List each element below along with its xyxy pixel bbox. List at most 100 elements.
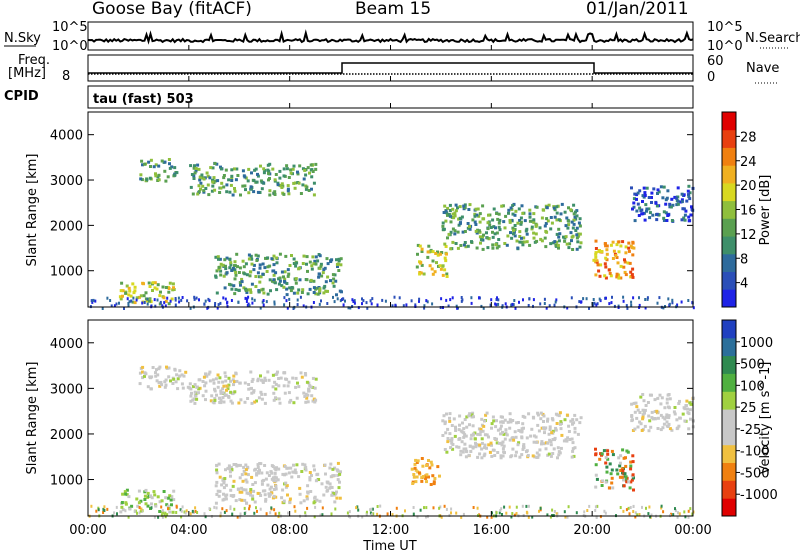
velocity-echo-pixel [594, 473, 598, 477]
velocity-echo-pixel [197, 391, 200, 395]
velocity-echo-pixel [425, 506, 428, 510]
velocity-echo-pixel [238, 476, 242, 480]
velocity-echo-pixel [255, 399, 258, 403]
velocity-echo-pixel [501, 454, 505, 458]
velocity-echo-pixel [634, 515, 637, 519]
power-echo-pixel [286, 268, 290, 272]
colorbar-swatch [722, 182, 736, 202]
velocity-echo-pixel [95, 509, 98, 513]
power-echo-pixel [470, 301, 473, 305]
velocity-echo-pixel [369, 508, 372, 512]
velocity-echo-pixel [371, 507, 374, 511]
velocity-echo-pixel [120, 501, 124, 504]
velocity-echo-pixel [235, 379, 239, 383]
power-echo-pixel [110, 304, 113, 308]
power-echo-pixel [286, 306, 289, 310]
power-echo-pixel [131, 282, 135, 286]
power-echo-pixel [333, 273, 337, 277]
velocity-echo-pixel [330, 512, 333, 516]
power-echo-pixel [245, 288, 249, 292]
velocity-echo-pixel [539, 506, 542, 510]
power-echo-pixel [479, 238, 483, 242]
power-echo-pixel [555, 232, 559, 236]
power-echo-pixel [219, 262, 223, 266]
velocity-echo-pixel [532, 440, 536, 444]
velocity-echo-pixel [532, 434, 536, 438]
power-echo-pixel [299, 192, 303, 195]
velocity-echo-pixel [213, 398, 217, 402]
power-echo-pixel [686, 189, 690, 193]
power-echo-pixel [599, 263, 603, 267]
power-echo-pixel [475, 213, 479, 217]
power-echo-pixel [511, 226, 515, 230]
power-echo-pixel [446, 206, 450, 210]
power-echo-pixel [474, 207, 478, 211]
velocity-echo-pixel [551, 508, 554, 512]
velocity-echo-pixel [314, 505, 317, 509]
velocity-echo-pixel [273, 471, 277, 475]
velocity-echo-pixel [272, 488, 276, 491]
velocity-echo-pixel [157, 367, 161, 371]
velocity-echo-pixel [232, 463, 236, 466]
power-echo-pixel [644, 306, 647, 310]
velocity-echo-pixel [572, 454, 576, 458]
velocity-echo-pixel [166, 513, 169, 517]
power-echo-pixel [635, 197, 638, 201]
power-echo-pixel [254, 253, 258, 257]
power-echo-pixel [488, 223, 492, 227]
velocity-echo-pixel [638, 411, 642, 414]
velocity-echo-pixel [420, 457, 424, 460]
velocity-echo-pixel [416, 470, 420, 474]
velocity-echo-pixel [678, 512, 681, 516]
power-echo-pixel [314, 287, 318, 291]
velocity-echo-pixel [138, 511, 141, 515]
power-echo-pixel [145, 178, 149, 182]
velocity-echo-pixel [184, 370, 188, 374]
power-echo-pixel [195, 296, 198, 300]
velocity-echo-pixel [215, 468, 219, 472]
power-echo-pixel [247, 167, 251, 171]
power-echo-pixel [592, 304, 595, 308]
velocity-echo-pixel [165, 503, 169, 507]
power-echo-pixel [229, 283, 233, 287]
power-echo-pixel [256, 174, 260, 178]
velocity-echo-pixel [544, 447, 548, 451]
velocity-echo-pixel [599, 515, 602, 519]
velocity-echo-pixel [229, 379, 232, 383]
power-echo-pixel [273, 178, 277, 182]
power-echo-pixel [164, 299, 168, 303]
power-echo-pixel [473, 220, 477, 224]
power-echo-pixel [596, 263, 600, 267]
power-echo-pixel [219, 167, 223, 171]
power-echo-pixel [273, 302, 276, 306]
power-echo-pixel [268, 264, 272, 268]
power-echo-pixel [540, 216, 544, 220]
power-echo-pixel [464, 245, 468, 249]
velocity-echo-pixel [504, 428, 508, 432]
velocity-echo-pixel [511, 419, 515, 422]
power-echo-pixel [491, 246, 495, 250]
power-echo-pixel [227, 178, 231, 182]
velocity-echo-pixel [627, 506, 630, 510]
power-echo-pixel [270, 257, 274, 261]
velocity-echo-pixel [622, 484, 626, 488]
velocity-echo-pixel [455, 445, 459, 449]
power-echo-pixel [627, 249, 631, 253]
power-echo-pixel [261, 272, 265, 276]
velocity-echo-pixel [527, 515, 530, 519]
velocity-echo-pixel [490, 443, 493, 447]
power-echo-pixel [522, 236, 526, 240]
velocity-echo-pixel [479, 427, 483, 431]
velocity-echo-pixel [499, 509, 502, 512]
power-echo-pixel [335, 293, 338, 297]
power-echo-pixel [296, 170, 299, 174]
velocity-echo-pixel [167, 375, 171, 379]
power-echo-pixel [625, 304, 628, 308]
velocity-echo-pixel [172, 498, 176, 502]
power-echo-pixel [157, 164, 161, 168]
velocity-echo-pixel [459, 453, 463, 457]
power-echo-pixel [149, 300, 153, 304]
velocity-echo-pixel [546, 441, 550, 445]
power-echo-pixel [664, 211, 668, 215]
power-echo-pixel [651, 213, 655, 217]
